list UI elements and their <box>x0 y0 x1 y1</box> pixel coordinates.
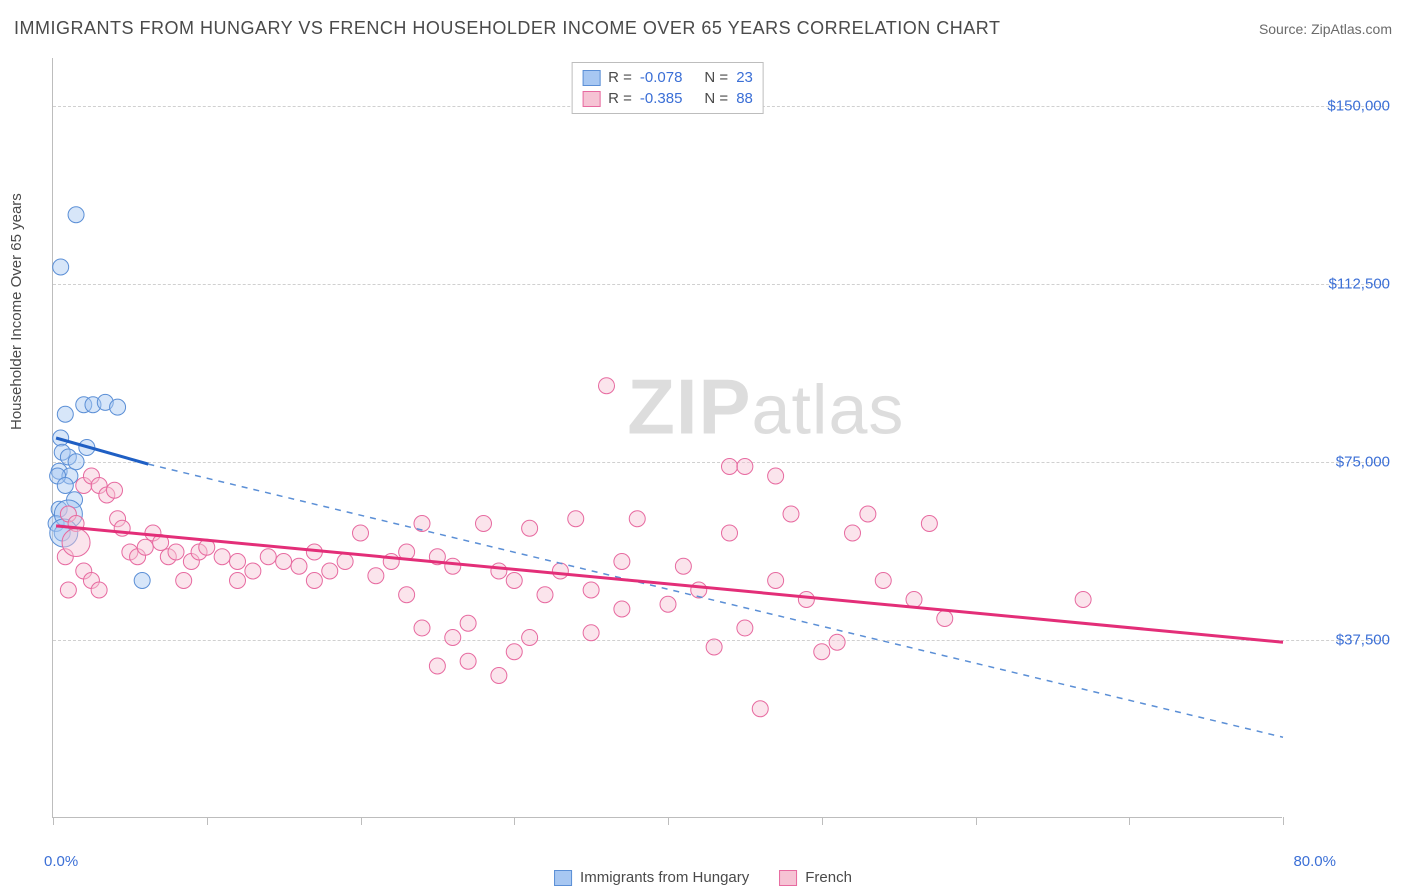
legend-swatch <box>582 91 600 107</box>
x-tick <box>668 817 669 825</box>
y-tick-label: $75,000 <box>1336 453 1390 470</box>
x-tick-label-min: 0.0% <box>44 853 78 870</box>
x-tick <box>514 817 515 825</box>
y-tick-label: $150,000 <box>1327 97 1390 114</box>
plot-area: ZIPatlas R = -0.078N = 23R = -0.385N = 8… <box>52 58 1282 818</box>
series-legend: Immigrants from Hungary French <box>554 869 852 886</box>
legend-r-value: -0.385 <box>640 90 683 107</box>
x-tick <box>1129 817 1130 825</box>
x-tick <box>207 817 208 825</box>
legend-swatch <box>554 870 572 886</box>
x-tick <box>361 817 362 825</box>
legend-swatch <box>582 70 600 86</box>
legend-n-label: N = <box>704 90 728 107</box>
x-tick-label-max: 80.0% <box>1293 853 1336 870</box>
legend-n-value: 88 <box>736 90 753 107</box>
legend-r-label: R = <box>608 69 632 86</box>
x-tick <box>976 817 977 825</box>
y-axis-label: Householder Income Over 65 years <box>8 193 25 430</box>
x-tick <box>1283 817 1284 825</box>
legend-r-label: R = <box>608 90 632 107</box>
scatter-svg <box>53 58 1283 818</box>
chart-title: IMMIGRANTS FROM HUNGARY VS FRENCH HOUSEH… <box>14 18 1000 39</box>
title-bar: IMMIGRANTS FROM HUNGARY VS FRENCH HOUSEH… <box>14 18 1392 39</box>
correlation-legend: R = -0.078 N = 23 R = -0.385 N = 88 <box>571 62 764 114</box>
series-legend-item: Immigrants from Hungary <box>554 869 749 886</box>
legend-n-value: 23 <box>736 69 753 86</box>
series-legend-label: Immigrants from Hungary <box>580 869 749 886</box>
source-label: Source: ZipAtlas.com <box>1259 21 1392 37</box>
legend-swatch <box>779 870 797 886</box>
x-tick <box>822 817 823 825</box>
legend-n-label: N = <box>704 69 728 86</box>
correlation-legend-row: R = -0.385 N = 88 <box>582 88 753 109</box>
y-tick-label: $37,500 <box>1336 631 1390 648</box>
x-tick <box>53 817 54 825</box>
series-legend-item: French <box>779 869 852 886</box>
series-legend-label: French <box>805 869 852 886</box>
legend-r-value: -0.078 <box>640 69 683 86</box>
y-tick-label: $112,500 <box>1329 275 1390 292</box>
correlation-legend-row: R = -0.078 N = 23 <box>582 67 753 88</box>
